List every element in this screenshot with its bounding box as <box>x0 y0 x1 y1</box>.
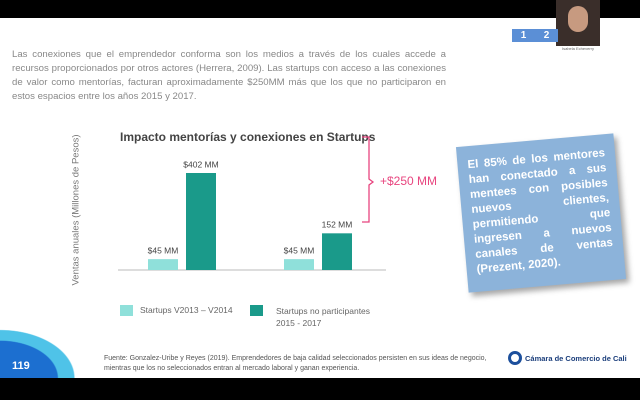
bracket <box>362 136 375 223</box>
annotation: +$250 MM <box>380 174 437 188</box>
bar <box>186 173 216 270</box>
logo: Cámara de Comercio de Cali <box>525 354 627 363</box>
presenter-name: Isabela Echeverry <box>561 46 594 51</box>
value-label: $45 MM <box>148 245 179 255</box>
face <box>568 6 588 32</box>
chart-title: Impacto mentorías y conexiones en Startu… <box>120 130 376 144</box>
legend-swatch <box>120 305 133 316</box>
slide-number: 119 <box>12 360 30 372</box>
legend-swatch <box>250 305 263 316</box>
legend-label: Startups V2013 – V2014 <box>140 305 233 315</box>
legend-label: Startups no participantes 2015 - 2017 <box>276 306 371 328</box>
logo-icon <box>508 351 522 365</box>
bar <box>148 259 178 270</box>
value-label: 152 MM <box>322 220 353 230</box>
page-number[interactable]: 1 <box>520 30 527 41</box>
value-label: $402 MM <box>183 159 218 169</box>
value-label: $45 MM <box>284 245 315 255</box>
source: Fuente: Gonzalez-Uribe y Reyes (2019). E… <box>104 355 487 372</box>
callout: El 85% de los mentores han conectado a s… <box>455 133 627 293</box>
page-number[interactable]: 2 <box>543 30 550 41</box>
bar <box>284 259 314 270</box>
paragraph: Las conexiones que el emprendedor confor… <box>12 49 446 102</box>
webcam <box>556 0 600 46</box>
y-axis-label: Ventas anuales (Millones de Pesos) <box>71 134 82 285</box>
page-indicator: 1 2 <box>512 29 558 42</box>
top-bar <box>0 0 640 18</box>
wave <box>0 320 90 378</box>
bottom-bar <box>0 378 640 400</box>
bar <box>322 233 352 270</box>
